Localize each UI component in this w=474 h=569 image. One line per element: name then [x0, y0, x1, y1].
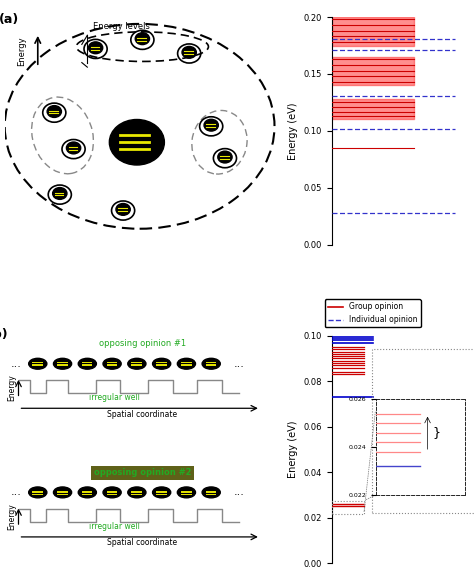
Circle shape [128, 487, 146, 498]
Y-axis label: Energy (eV): Energy (eV) [288, 102, 298, 160]
Circle shape [54, 358, 72, 369]
Bar [332, 501, 364, 514]
Circle shape [29, 487, 47, 498]
Circle shape [47, 106, 62, 117]
Circle shape [66, 142, 81, 154]
Text: Energy levels: Energy levels [93, 22, 150, 31]
Text: (b): (b) [0, 328, 9, 341]
Text: ...: ... [10, 358, 21, 369]
Circle shape [153, 358, 171, 369]
Circle shape [182, 47, 196, 58]
Circle shape [218, 151, 232, 163]
Circle shape [78, 358, 96, 369]
Text: ...: ... [10, 488, 21, 497]
Text: opposing opinion #1: opposing opinion #1 [99, 340, 186, 348]
Circle shape [177, 487, 195, 498]
Y-axis label: Energy (eV): Energy (eV) [288, 420, 298, 479]
Circle shape [54, 487, 72, 498]
FancyArrowPatch shape [364, 411, 375, 512]
Circle shape [135, 33, 149, 44]
Circle shape [89, 42, 103, 53]
Text: ...: ... [233, 358, 244, 369]
Text: irregular well: irregular well [90, 393, 140, 402]
Text: ...: ... [233, 488, 244, 497]
FancyArrowPatch shape [366, 496, 373, 500]
Circle shape [109, 119, 164, 165]
Circle shape [202, 358, 220, 369]
Circle shape [153, 487, 171, 498]
Text: Spatial coordinate: Spatial coordinate [107, 410, 177, 419]
Circle shape [177, 358, 195, 369]
Circle shape [128, 358, 146, 369]
Circle shape [53, 188, 67, 199]
Text: Quantitative
measure of
radicalisation: Quantitative measure of radicalisation [408, 425, 450, 442]
Circle shape [202, 487, 220, 498]
Text: Spatial coordinate: Spatial coordinate [107, 538, 177, 547]
Circle shape [103, 487, 121, 498]
Circle shape [29, 358, 47, 369]
Text: (a): (a) [0, 13, 19, 26]
Text: Energy: Energy [8, 374, 17, 401]
Text: opposing opinion #2: opposing opinion #2 [94, 468, 191, 477]
Text: irregular well: irregular well [90, 522, 140, 531]
Bar [372, 349, 474, 513]
Text: Energy: Energy [8, 503, 17, 530]
Text: Energy: Energy [17, 36, 26, 66]
Circle shape [204, 119, 219, 131]
Circle shape [78, 487, 96, 498]
Circle shape [103, 358, 121, 369]
Legend: Group opinion, Individual opinion: Group opinion, Individual opinion [325, 299, 421, 327]
Circle shape [116, 204, 130, 215]
